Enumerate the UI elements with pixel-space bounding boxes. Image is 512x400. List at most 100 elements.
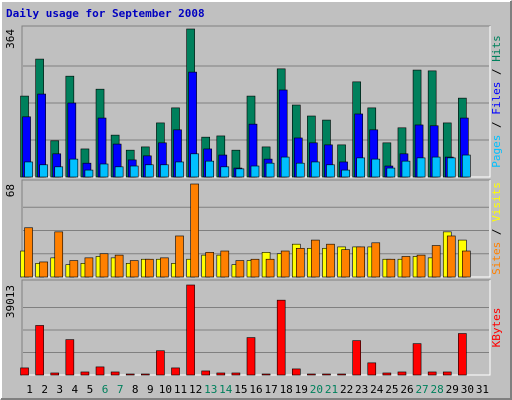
bar (216, 372, 226, 376)
bar (190, 153, 199, 178)
legend-entry: KBytes (490, 308, 503, 348)
x-tick-label: 4 (72, 383, 79, 396)
plot-area (21, 279, 491, 376)
legend-entry: Hits (490, 35, 503, 62)
x-tick-label: 8 (132, 383, 139, 396)
x-tick-label: 6 (102, 383, 109, 396)
bar (382, 372, 392, 376)
y-tick-label: 39013 (4, 285, 17, 318)
x-tick-label: 23 (355, 383, 368, 396)
bar (386, 258, 396, 278)
x-tick-label: 7 (117, 383, 124, 396)
bar (171, 367, 180, 376)
legend-separator: / (490, 62, 503, 82)
x-tick-label: 1 (26, 383, 33, 396)
bar (311, 161, 320, 178)
bar (235, 168, 245, 178)
bar (431, 156, 441, 178)
x-tick-label: 28 (431, 383, 444, 396)
x-tick-label: 21 (325, 383, 338, 396)
x-tick-label: 20 (310, 383, 323, 396)
x-tick-label: 5 (87, 383, 94, 396)
x-tick-label: 14 (219, 383, 233, 396)
bar (205, 160, 215, 178)
x-tick-label: 13 (204, 383, 217, 396)
bar (145, 258, 154, 278)
x-tick-label: 27 (415, 383, 428, 396)
bar (427, 371, 437, 376)
bar (265, 258, 275, 278)
x-tick-label: 31 (476, 383, 489, 396)
legend: KBytes (490, 308, 503, 348)
x-tick-label: 15 (234, 383, 247, 396)
bar (412, 343, 422, 376)
x-tick-label: 3 (56, 383, 63, 396)
bar (261, 373, 271, 376)
bar (250, 258, 260, 278)
bar (145, 164, 154, 178)
legend-separator: / (490, 222, 503, 242)
bar (69, 260, 79, 278)
bar (160, 257, 169, 278)
bar (416, 254, 426, 278)
bar (125, 373, 135, 376)
bar (39, 164, 48, 178)
bar (265, 162, 275, 178)
bar (39, 261, 48, 278)
bar (341, 249, 350, 278)
bar (341, 169, 350, 178)
bar (35, 325, 44, 376)
bar (160, 164, 169, 178)
bar (446, 235, 456, 278)
bar (190, 183, 199, 278)
bar (235, 260, 245, 278)
bar (20, 367, 29, 376)
x-tick-label: 30 (461, 383, 474, 396)
bar (175, 161, 184, 178)
bar (186, 284, 195, 376)
legend-entry: Files (490, 82, 503, 115)
bar (84, 169, 94, 178)
x-tick-label: 24 (370, 383, 384, 396)
bar (446, 157, 456, 178)
bar (386, 167, 396, 178)
legend: Pages / Files / Hits (490, 35, 503, 168)
chart-title: Daily usage for September 2008 (6, 7, 205, 20)
bar (250, 165, 260, 178)
x-tick-label: 9 (147, 383, 154, 396)
bar (416, 157, 426, 178)
x-tick-label: 16 (249, 383, 262, 396)
bar (442, 371, 452, 376)
legend: Sites / Visits (490, 182, 503, 275)
x-tick-label: 26 (400, 383, 413, 396)
bar (110, 371, 120, 376)
x-tick-label: 17 (264, 383, 277, 396)
bar (129, 260, 139, 278)
legend-entry: Pages (490, 135, 503, 168)
bar (24, 227, 33, 278)
bar (95, 366, 105, 376)
bar (141, 373, 150, 376)
y-tick-label: 68 (4, 184, 17, 197)
bar (54, 231, 64, 278)
bar (322, 373, 331, 376)
x-tick-label: 19 (295, 383, 308, 396)
bar (220, 166, 230, 178)
x-tick-label: 10 (159, 383, 172, 396)
bar (326, 164, 335, 178)
bar (276, 299, 286, 376)
bar (80, 371, 90, 376)
bar (69, 158, 79, 178)
bar (220, 250, 230, 278)
bar (371, 242, 381, 278)
bar (114, 166, 124, 178)
x-tick-label: 11 (174, 383, 187, 396)
bar (397, 371, 407, 376)
x-tick-label: 22 (340, 383, 353, 396)
bar (175, 235, 184, 278)
bar (65, 339, 75, 376)
bar (24, 161, 33, 178)
